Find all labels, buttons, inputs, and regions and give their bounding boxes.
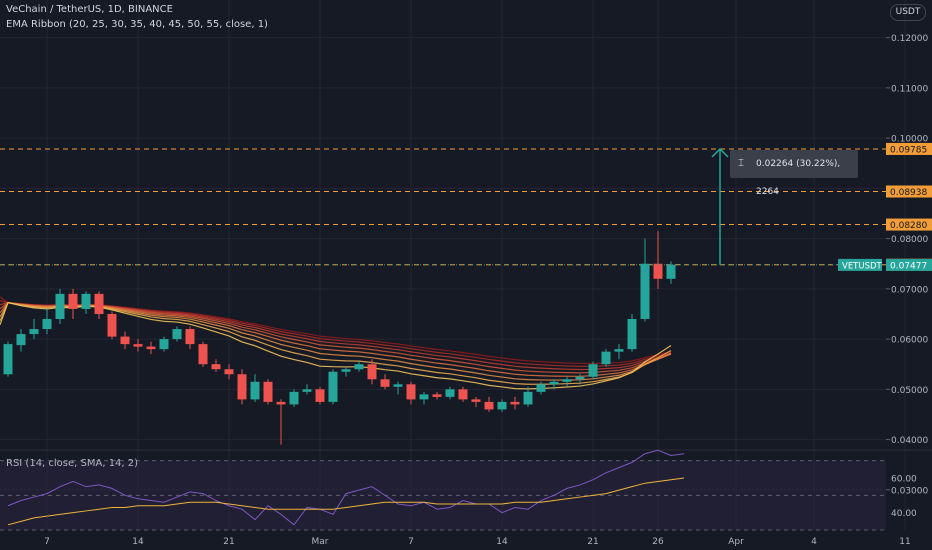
candle-body: [94, 293, 104, 314]
candle-body: [211, 364, 221, 370]
time-tick-label: 14: [496, 537, 508, 547]
ema-line: [0, 301, 672, 390]
time-tick-label: 11: [899, 537, 910, 547]
rsi-ma-line: [7, 477, 685, 526]
candle-body: [159, 339, 169, 350]
price-tick-label: 0.10000: [891, 135, 928, 145]
candle-body: [471, 399, 481, 402]
measure-tooltip: ⌶ 0.02264 (30.22%), 2264: [730, 150, 858, 197]
last-price-tag: [886, 258, 932, 271]
candle-body: [367, 364, 377, 380]
candle-body: [575, 376, 585, 380]
candle-body: [536, 384, 546, 392]
measure-label: 0.02264 (30.22%), 2264: [756, 159, 841, 197]
candle-body: [185, 329, 195, 345]
rsi-line: [7, 449, 685, 526]
candle-body: [107, 313, 117, 337]
level-price-tag-label: 0.09785: [890, 145, 927, 155]
price-tick-label: 0.05000: [891, 386, 928, 396]
price-tick-label: 0.11000: [891, 84, 928, 94]
candle-body: [263, 381, 273, 402]
level-price-tag-label: 0.08938: [890, 188, 927, 198]
level-price-tag-label: 0.08280: [890, 221, 927, 231]
candle-body: [510, 401, 520, 405]
price-tick-label: 0.12000: [891, 34, 928, 44]
candle-body: [81, 293, 91, 309]
candle-body: [133, 344, 143, 347]
candle-body: [29, 329, 39, 335]
candle-body: [393, 384, 403, 387]
level-price-tag: [886, 142, 932, 155]
candle-body: [419, 394, 429, 400]
price-tick-label: 0.03000: [891, 486, 928, 496]
symbol-tag: [838, 258, 882, 271]
price-tick-label: 0.04000: [891, 436, 928, 446]
candle-body: [523, 391, 533, 405]
candle-body: [601, 351, 611, 365]
time-tick-label: 7: [44, 537, 50, 547]
currency-button[interactable]: USDT: [890, 4, 926, 21]
candle-body: [237, 374, 247, 400]
price-tick-label: 0.08000: [891, 235, 928, 245]
candle-body: [315, 389, 325, 402]
candle-body: [627, 319, 637, 350]
candle-body: [497, 401, 507, 410]
rsi-tick-label: 60.00: [891, 475, 917, 485]
candle-body: [224, 369, 234, 375]
time-tick-label: 14: [132, 537, 144, 547]
rsi-tick-label: 40.00: [891, 509, 917, 519]
candle-body: [354, 364, 364, 370]
measure-arrow-head: [711, 147, 729, 158]
candle-body: [640, 263, 650, 320]
candle-body: [172, 329, 182, 340]
candle-body: [458, 389, 468, 400]
candle-body: [250, 381, 260, 400]
candle-body: [549, 381, 559, 385]
level-price-tag: [886, 218, 932, 231]
symbol-tag-label: VETUSDT: [842, 261, 883, 271]
time-tick-label: 21: [587, 537, 598, 547]
candle-body: [653, 263, 663, 279]
candle-body: [16, 334, 26, 346]
price-tick-label: 0.07000: [891, 285, 928, 295]
candle-body: [302, 389, 312, 392]
candle-body: [328, 371, 338, 402]
measure-icon: ⌶: [738, 158, 744, 169]
rsi-legend[interactable]: RSI (14, close, SMA, 14, 2): [6, 458, 139, 469]
candle-body: [484, 401, 494, 410]
candle-body: [380, 379, 390, 387]
candle-body: [146, 346, 156, 350]
level-price-tag: [886, 185, 932, 198]
time-tick-label: 4: [811, 537, 817, 547]
candle-body: [276, 401, 286, 405]
candle-body: [289, 391, 299, 405]
candle-body: [120, 336, 130, 345]
candle-body: [432, 394, 442, 397]
candle-body: [68, 293, 78, 309]
time-tick-label: 26: [652, 537, 664, 547]
candle-body: [3, 344, 13, 375]
symbol-legend[interactable]: VeChain / TetherUS, 1D, BINANCE: [6, 4, 173, 15]
candle-body: [42, 319, 52, 330]
price-tick-label: 0.06000: [891, 336, 928, 346]
time-tick-label: Apr: [728, 537, 744, 547]
candle-body: [198, 344, 208, 365]
candle-body: [666, 264, 676, 279]
candle-body: [614, 349, 624, 352]
time-tick-label: 21: [223, 537, 234, 547]
candle-body: [562, 379, 572, 382]
last-price-tag-label: 0.07477: [890, 261, 927, 271]
candle-body: [445, 389, 455, 397]
ema-ribbon-legend[interactable]: EMA Ribbon (20, 25, 30, 35, 40, 45, 50, …: [6, 19, 268, 30]
candle-body: [406, 384, 416, 400]
time-tick-label: 7: [408, 537, 414, 547]
ema-line: [0, 301, 672, 381]
candle-body: [55, 293, 65, 320]
candle-body: [341, 369, 351, 372]
candle-body: [588, 364, 598, 377]
time-tick-label: Mar: [312, 537, 329, 547]
